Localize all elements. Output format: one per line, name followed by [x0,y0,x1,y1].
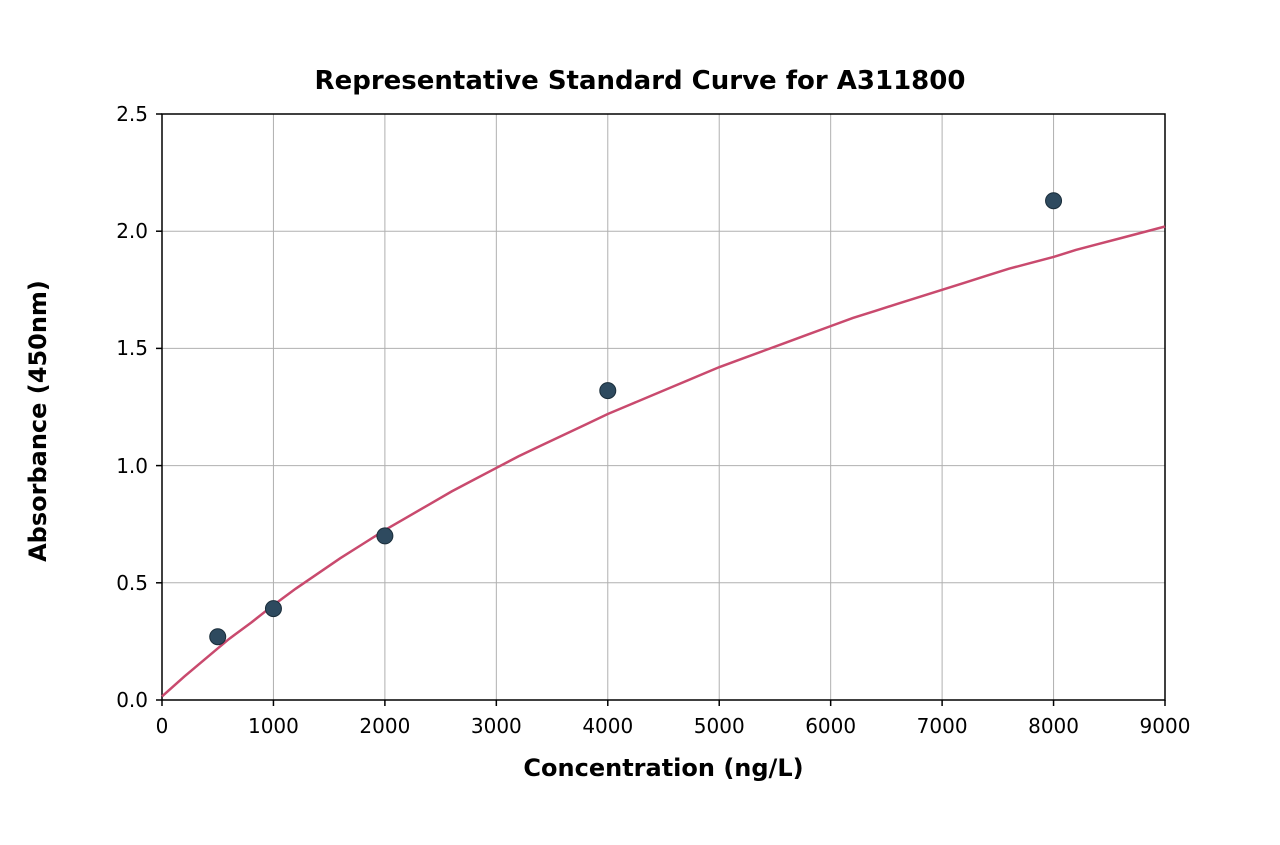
y-tick-label: 1.0 [116,454,148,478]
chart-title: Representative Standard Curve for A31180… [0,66,1280,96]
y-tick-label: 2.0 [116,219,148,243]
x-tick-label: 8000 [1028,714,1079,738]
data-point [600,383,616,399]
x-tick-label: 5000 [694,714,745,738]
x-tick-label: 0 [156,714,169,738]
y-tick-label: 2.5 [116,102,148,126]
data-point [265,601,281,617]
y-axis-label: Absorbance (450nm) [24,280,52,562]
data-point [377,528,393,544]
x-tick-label: 4000 [582,714,633,738]
x-tick-label: 9000 [1140,714,1191,738]
y-tick-label: 0.5 [116,571,148,595]
y-tick-label: 0.0 [116,688,148,712]
y-tick-label: 1.5 [116,336,148,360]
x-axis-label: Concentration (ng/L) [523,754,803,782]
x-tick-label: 3000 [471,714,522,738]
chart-container: Representative Standard Curve for A31180… [0,0,1280,845]
x-tick-label: 1000 [248,714,299,738]
x-tick-label: 6000 [805,714,856,738]
x-tick-label: 2000 [359,714,410,738]
data-point [210,629,226,645]
data-point [1046,193,1062,209]
x-tick-label: 7000 [917,714,968,738]
chart-svg [0,0,1280,845]
plot-background [162,114,1165,700]
